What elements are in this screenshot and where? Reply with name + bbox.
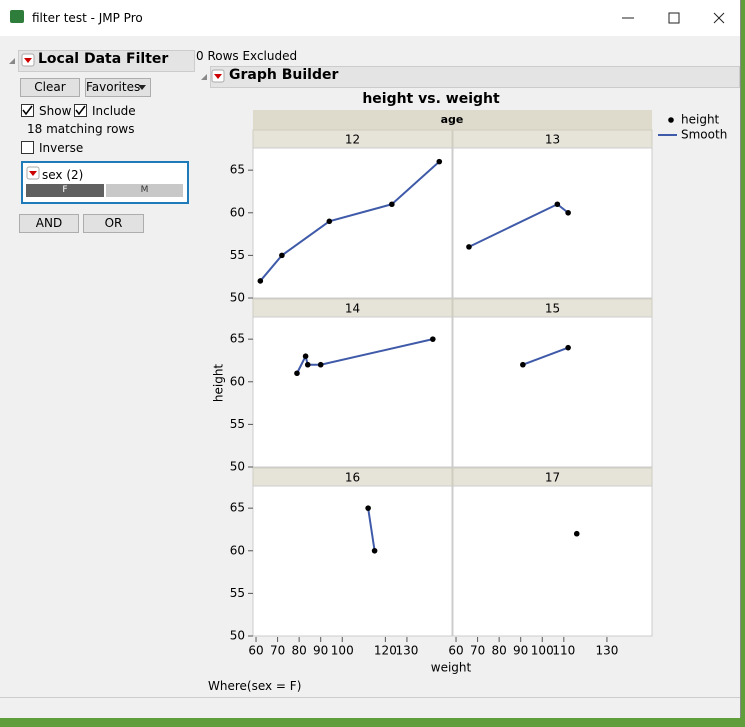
facet-strip-label: 12: [345, 133, 360, 147]
plot-area: [252, 316, 453, 468]
y-tick-label: 60: [230, 374, 245, 388]
y-tick-label: 60: [230, 543, 245, 557]
point: [554, 201, 561, 208]
x-tick-label: 60: [448, 644, 463, 658]
facet-strip-label: 17: [545, 471, 560, 485]
point: [565, 209, 571, 216]
facet-label: age: [441, 113, 464, 126]
graph-builder-header[interactable]: [210, 66, 740, 88]
point: [371, 547, 378, 554]
plot-area: [252, 485, 453, 637]
plot-area: [452, 316, 653, 468]
legend-label: height: [681, 113, 720, 127]
chart-title: height vs. weight: [362, 91, 500, 107]
smooth-line: [522, 346, 569, 366]
facet-strip-label: 14: [345, 302, 360, 316]
plot-area: [452, 147, 653, 299]
y-tick-label: 60: [230, 205, 245, 219]
facet-strip-label: 13: [545, 133, 560, 147]
y-axis-title: height: [212, 364, 226, 403]
point: [279, 252, 285, 259]
point: [565, 344, 571, 351]
facet-header: [253, 110, 652, 130]
filter-title: Local Data Filter: [38, 51, 169, 67]
window-controls[interactable]: [622, 12, 725, 24]
point: [466, 244, 472, 250]
show-label: Show: [39, 104, 72, 118]
point: [317, 361, 324, 368]
plot-area: [452, 485, 653, 637]
matching-rows: 18 matching rows: [27, 122, 135, 136]
facet-strip-label: 16: [345, 471, 360, 485]
x-tick-label: 90: [513, 644, 528, 658]
point: [430, 336, 436, 342]
window-title: filter test - JMP Pro: [32, 11, 143, 25]
y-tick-label: 65: [230, 501, 245, 515]
legend-marker: [668, 117, 674, 123]
level-f[interactable]: F: [26, 184, 104, 197]
y-tick-label: 65: [230, 332, 245, 346]
point: [294, 370, 300, 377]
title-bar: [0, 0, 740, 36]
y-tick-label: 50: [230, 291, 245, 305]
facet-strip-label: 15: [545, 302, 560, 316]
x-tick-label: 130: [395, 644, 418, 658]
x-tick-label: 100: [331, 644, 354, 658]
y-tick-label: 50: [230, 629, 245, 643]
point: [520, 361, 526, 368]
rows-excluded: 0 Rows Excluded: [196, 49, 298, 63]
app-icon: [10, 10, 24, 23]
point: [389, 201, 395, 208]
x-tick-label: 90: [313, 644, 328, 658]
where-clause: Where(sex = F): [208, 679, 302, 693]
x-tick-label: 100: [531, 644, 554, 658]
y-tick-label: 65: [230, 163, 245, 177]
and-button[interactable]: AND: [19, 214, 79, 233]
filter-header[interactable]: [18, 50, 195, 72]
y-tick-label: 55: [230, 417, 245, 431]
graph-builder-title: Graph Builder: [229, 67, 339, 83]
point: [302, 353, 309, 360]
x-tick-label: 110: [552, 644, 575, 658]
inverse-checkbox[interactable]: [21, 141, 34, 154]
plot-area: [252, 147, 453, 299]
level-m[interactable]: M: [106, 184, 183, 197]
y-tick-label: 55: [230, 248, 245, 262]
inverse-label: Inverse: [39, 141, 84, 155]
x-tick-label: 120: [374, 644, 397, 658]
point: [326, 218, 333, 225]
x-axis-title: weight: [431, 661, 472, 675]
y-tick-label: 55: [230, 586, 245, 600]
x-tick-label: 80: [291, 644, 306, 658]
favorites-button[interactable]: Favorites: [85, 78, 151, 97]
point: [365, 505, 371, 511]
x-tick-label: 130: [595, 644, 618, 658]
legend-label: Smooth: [681, 128, 727, 142]
smooth-line: [367, 508, 376, 551]
point: [436, 158, 443, 165]
status-bar: [0, 697, 740, 718]
x-tick-label: 70: [270, 644, 285, 658]
or-button[interactable]: OR: [83, 214, 144, 233]
x-tick-label: 60: [248, 644, 263, 658]
point: [257, 278, 264, 284]
clear-button[interactable]: Clear: [20, 78, 80, 97]
y-tick-label: 50: [230, 460, 245, 474]
disclosure-icons[interactable]: [9, 53, 225, 180]
x-tick-label: 80: [491, 644, 506, 658]
point: [304, 361, 311, 368]
x-tick-label: 70: [470, 644, 485, 658]
point: [573, 530, 580, 537]
filter-column: sex (2): [42, 168, 84, 182]
include-label: Include: [92, 104, 136, 118]
